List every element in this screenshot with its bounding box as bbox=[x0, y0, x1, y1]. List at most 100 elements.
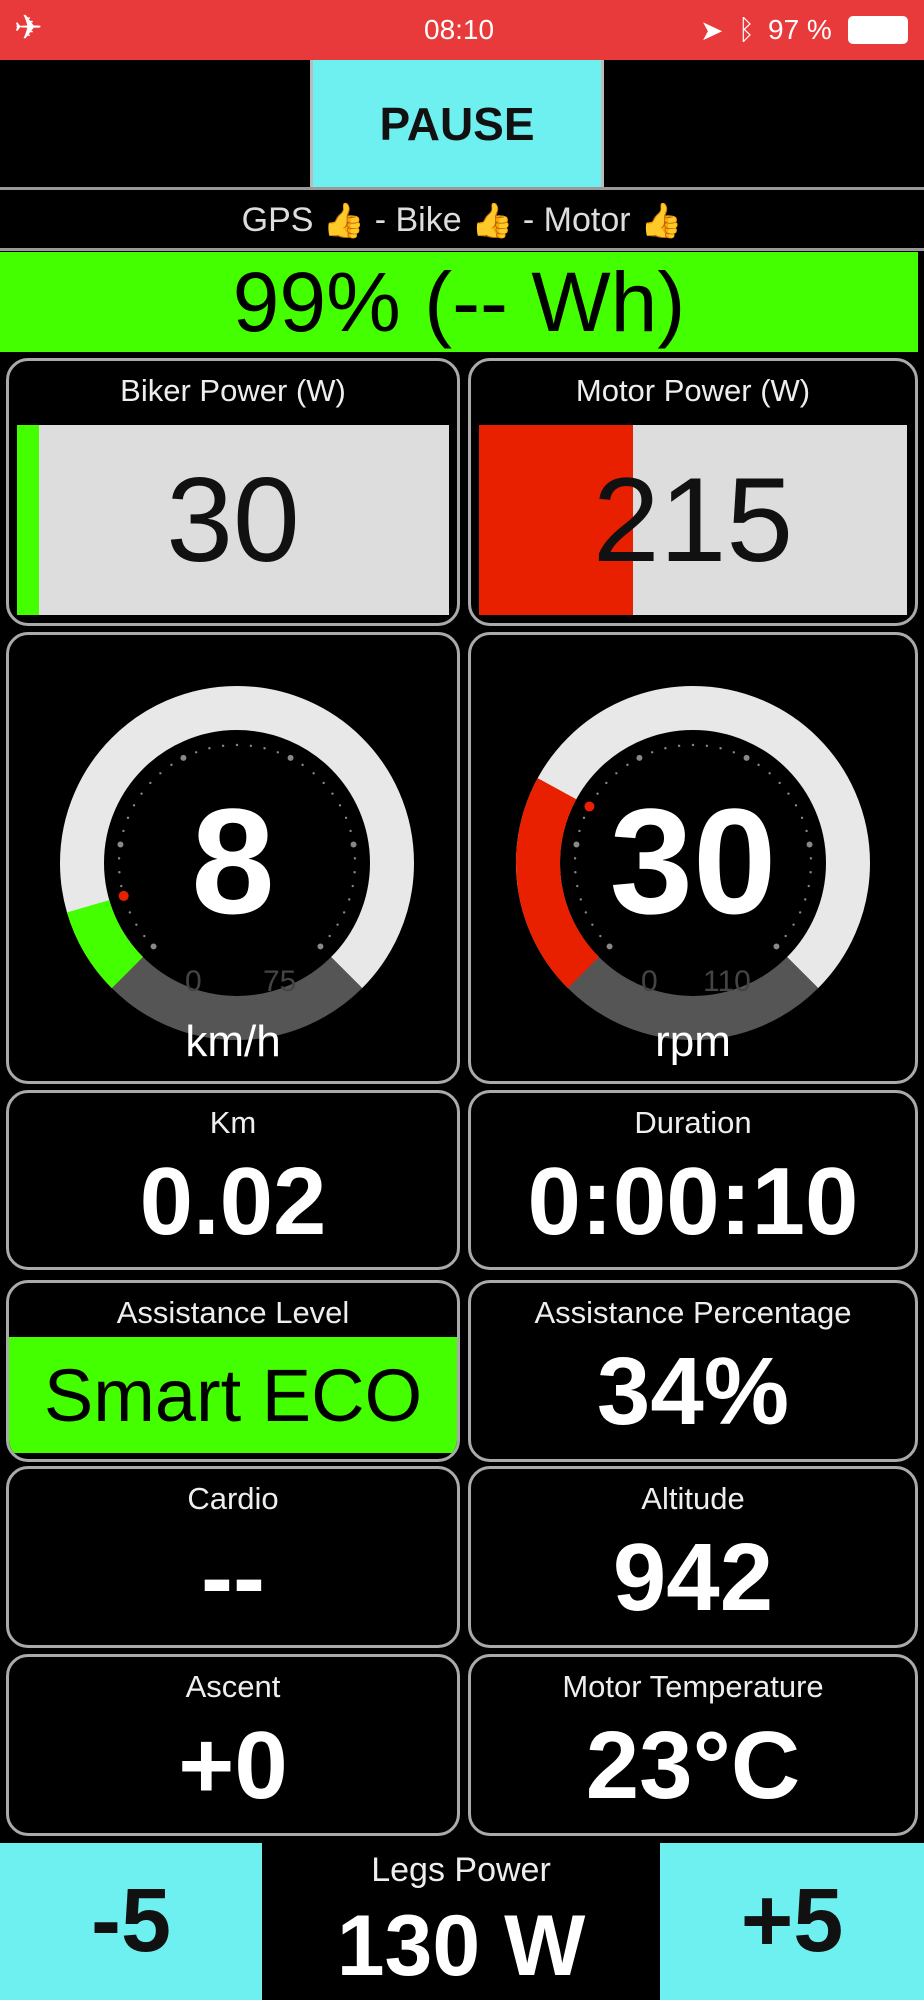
gauge-tick bbox=[792, 923, 795, 926]
bluetooth-icon: ᛒ bbox=[738, 14, 755, 45]
gauge-marker bbox=[584, 801, 595, 812]
ascent-value: +0 bbox=[178, 1712, 288, 1819]
motor-power-tile: Motor Power (W) 215 bbox=[468, 358, 918, 626]
biker-power-value: 30 bbox=[166, 453, 300, 587]
gauge-tick bbox=[579, 898, 582, 901]
speed-min: 0 bbox=[185, 965, 202, 998]
gauge-tick bbox=[235, 743, 239, 747]
biker-power-fill bbox=[17, 425, 39, 615]
cardio-label: Cardio bbox=[187, 1481, 279, 1516]
gauge-tick bbox=[576, 884, 579, 888]
status-bar: ✈ 08:10 ➤ ᛒ 97 % bbox=[0, 0, 924, 60]
gauge-tick bbox=[705, 744, 709, 748]
gauge-progress bbox=[67, 899, 144, 989]
battery-level-bar: 99% (-- Wh) bbox=[0, 252, 918, 352]
speed-max: 75 bbox=[263, 965, 297, 998]
gauge-tick bbox=[794, 804, 798, 807]
gauge-tick bbox=[809, 857, 813, 860]
gauge-tick bbox=[150, 943, 157, 950]
gauge-tick bbox=[287, 754, 294, 761]
gauge-tick bbox=[605, 781, 608, 785]
gauge-tick bbox=[800, 816, 804, 820]
assistance-level-value: Smart ECO bbox=[9, 1337, 457, 1453]
gauge-tick bbox=[349, 829, 352, 833]
gauge-tick bbox=[132, 804, 136, 807]
pause-row bbox=[0, 60, 924, 190]
airplane-icon: ✈ bbox=[14, 9, 43, 47]
gauge-progress bbox=[516, 778, 600, 989]
gauge-tick bbox=[573, 857, 577, 860]
gauge-tick bbox=[342, 911, 346, 914]
gauge-tick bbox=[194, 751, 198, 754]
gauge-tick bbox=[338, 804, 342, 807]
gauge-tick bbox=[353, 871, 356, 874]
assistance-level-label: Assistance Level bbox=[116, 1295, 350, 1330]
cadence-gauge-dial bbox=[516, 686, 870, 1040]
motor-temperature-label: Motor Temperature bbox=[562, 1669, 824, 1704]
assistance-percentage-label: Assistance Percentage bbox=[534, 1295, 852, 1330]
gauge-tick bbox=[743, 754, 750, 761]
cardio-value: -- bbox=[201, 1524, 265, 1631]
duration-value: 0:00:10 bbox=[527, 1148, 859, 1255]
cadence-unit: rpm bbox=[655, 1017, 731, 1066]
motor-power-fill bbox=[479, 425, 634, 615]
legs-power-label: Legs Power bbox=[371, 1851, 551, 1889]
gauge-tick bbox=[351, 884, 354, 888]
gauge-tick bbox=[344, 816, 348, 820]
gauge-tick bbox=[578, 829, 581, 833]
gauge-tick bbox=[328, 934, 331, 938]
gauge-marker bbox=[118, 890, 129, 901]
gauge-track bbox=[60, 686, 414, 989]
gauge-tick bbox=[636, 754, 643, 761]
gauge-tick bbox=[807, 884, 810, 888]
gauge-tick bbox=[798, 911, 802, 914]
gauge-tick bbox=[806, 841, 813, 848]
gauge-tick bbox=[606, 943, 613, 950]
gauge-tick bbox=[159, 772, 162, 775]
gauge-tick bbox=[170, 763, 173, 767]
altitude-value: 942 bbox=[612, 1524, 774, 1631]
gauge-tick bbox=[350, 841, 357, 848]
biker-power-label: Biker Power (W) bbox=[120, 373, 346, 408]
gauge-tick bbox=[301, 763, 304, 767]
km-label: Km bbox=[209, 1105, 257, 1140]
legs-power-display: Legs Power 130 W bbox=[262, 1843, 660, 2000]
gps-label: GPS bbox=[241, 201, 314, 239]
motor-temperature-tile: Motor Temperature 23°C bbox=[468, 1654, 918, 1836]
gauge-tick bbox=[149, 781, 152, 785]
legs-power-value: 130 W bbox=[336, 1898, 586, 1994]
increase-legs-power-button[interactable]: +5 bbox=[660, 1843, 924, 2000]
gauge-tick bbox=[140, 792, 143, 795]
gauge-tick bbox=[650, 751, 654, 754]
gauge-tick bbox=[353, 857, 357, 860]
gauge-tick bbox=[778, 781, 781, 785]
speed-gauge-dial bbox=[60, 686, 414, 1040]
biker-power-bar: 30 bbox=[17, 425, 449, 615]
gauge-tick bbox=[135, 923, 138, 926]
speed-unit: km/h bbox=[185, 1017, 281, 1066]
cadence-value: 30 bbox=[609, 777, 777, 945]
assistance-level-tile[interactable]: Assistance Level Smart ECO bbox=[6, 1280, 460, 1462]
gauge-tick bbox=[615, 772, 618, 775]
duration-label: Duration bbox=[634, 1105, 752, 1140]
gauge-tick bbox=[757, 763, 760, 767]
gauge-tick bbox=[117, 857, 121, 860]
gauge-tick bbox=[773, 943, 780, 950]
gauge-tick bbox=[691, 743, 695, 747]
battery-percent: 97 % bbox=[768, 14, 832, 45]
thumbs-up-icon: 👍 bbox=[471, 201, 514, 240]
connection-status: GPS 👍 - Bike 👍 - Motor 👍 bbox=[0, 193, 924, 251]
gauge-tick bbox=[128, 911, 132, 914]
gauge-tick bbox=[263, 747, 266, 750]
separator: - bbox=[374, 201, 387, 239]
pause-button[interactable]: PAUSE bbox=[310, 60, 604, 187]
gauge-tick bbox=[584, 911, 588, 914]
bike-label: Bike bbox=[395, 201, 462, 239]
gauge-tick bbox=[122, 829, 125, 833]
battery-icon bbox=[848, 16, 908, 44]
decrease-legs-power-button[interactable]: -5 bbox=[0, 1843, 262, 2000]
ascent-tile: Ascent +0 bbox=[6, 1654, 460, 1836]
gauge-tick bbox=[126, 816, 130, 820]
gauge-tick bbox=[180, 754, 187, 761]
gauge-tick bbox=[626, 763, 629, 767]
